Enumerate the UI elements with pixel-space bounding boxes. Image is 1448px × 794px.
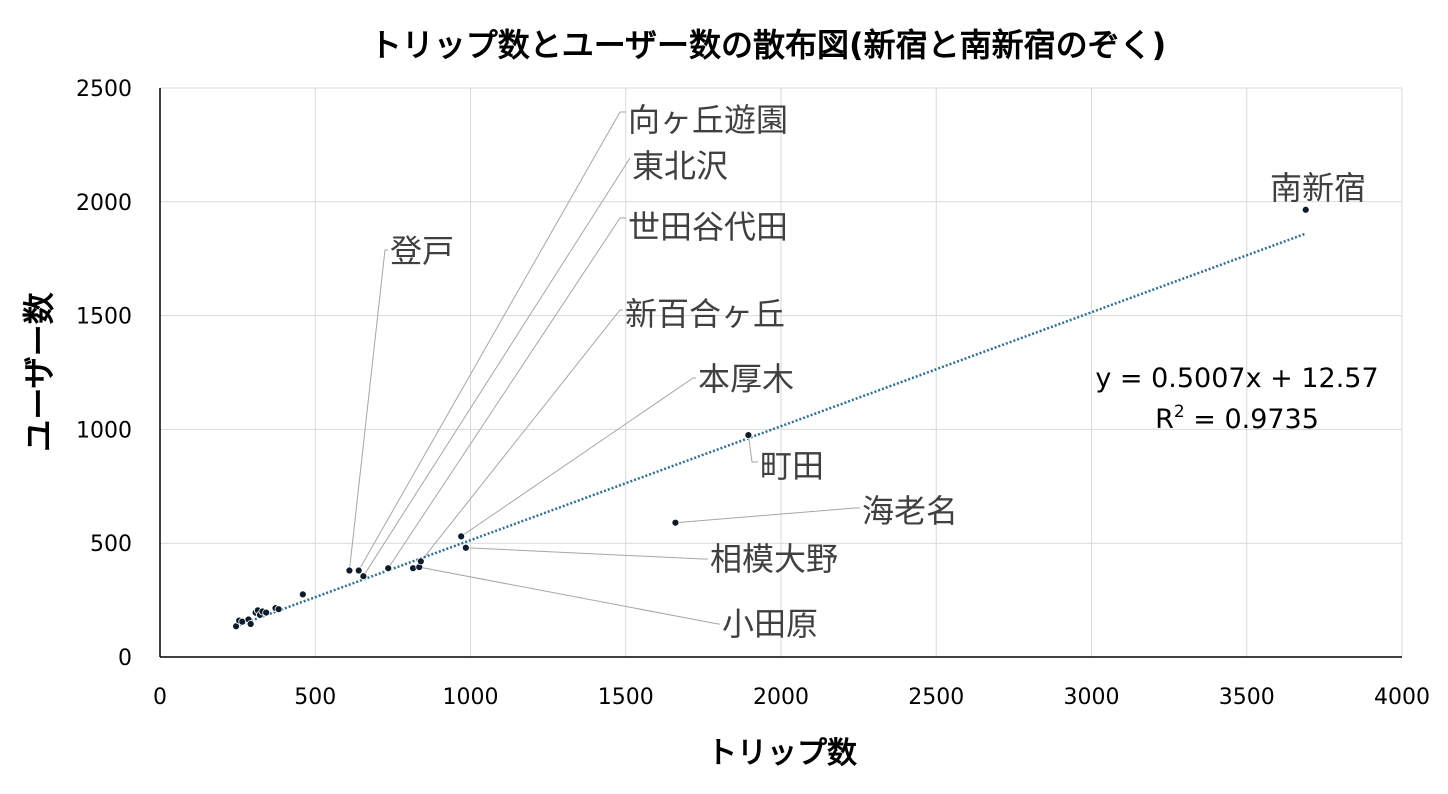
- data-point: [384, 564, 393, 573]
- x-tick-label: 1000: [443, 685, 499, 710]
- trendline-layer: [235, 232, 1307, 628]
- annotation-label: 東北沢: [632, 147, 728, 185]
- annotation-leader-line: [362, 157, 631, 577]
- data-point: [359, 572, 368, 581]
- x-axis-title: トリップ数: [707, 736, 858, 771]
- annotation-leader-line: [675, 507, 860, 524]
- data-point: [246, 620, 255, 628]
- data-point: [274, 605, 283, 614]
- annotation-label: 小田原: [722, 605, 818, 643]
- annotation-leader-line: [387, 217, 626, 569]
- y-tick-label: 2000: [76, 191, 132, 216]
- data-point: [744, 431, 753, 439]
- data-point: [298, 590, 307, 599]
- gridlines: [160, 87, 1403, 657]
- annotation-leader-line: [460, 377, 696, 537]
- y-axis-title: ユーザー数: [20, 291, 58, 451]
- trendline-equation: y = 0.5007x + 12.57: [1095, 363, 1378, 394]
- annotation-leader-line: [348, 249, 388, 571]
- x-tick-label: 4000: [1374, 685, 1430, 710]
- y-tick-label: 2500: [76, 77, 132, 102]
- data-point: [416, 557, 425, 566]
- data-point: [354, 566, 363, 575]
- data-point: [671, 518, 680, 527]
- annotation-leader-line: [747, 435, 758, 463]
- x-tick-label: 500: [294, 685, 336, 710]
- data-point: [1301, 205, 1310, 214]
- y-tick-label: 0: [118, 646, 132, 671]
- data-point: [457, 532, 466, 541]
- annotation-leaders: [348, 111, 860, 625]
- annotation-leader-line: [465, 547, 708, 560]
- annotation-label: 南新宿: [1270, 169, 1366, 207]
- annotation-label: 本厚木: [698, 360, 794, 398]
- annotation-label: 町田: [760, 447, 824, 485]
- chart-title: トリップ数とユーザー数の散布図(新宿と南新宿のぞく): [370, 26, 1167, 64]
- y-tick-label: 500: [90, 532, 132, 557]
- trendline: [235, 232, 1307, 628]
- annotation-leader-line: [420, 309, 623, 562]
- y-tick-label: 1500: [76, 305, 132, 330]
- axes: 0 500 1000 1500 2000 2500 3000 3500 4000 0 500 1000…: [76, 77, 1430, 710]
- annotation-leader-line: [358, 111, 626, 571]
- annotation-label: 登戸: [390, 232, 454, 270]
- x-tick-label: 2500: [908, 685, 964, 710]
- annotation-label: 新百合ヶ丘: [625, 295, 785, 333]
- annotation-leader-line: [419, 566, 720, 625]
- data-point: [461, 543, 470, 552]
- annotation-label: 世田谷代田: [628, 208, 788, 246]
- trendline-r-squared: R2 = 0.9735: [1155, 402, 1319, 435]
- annotation-label: 相模大野: [710, 540, 838, 578]
- y-tick-label: 1000: [76, 418, 132, 443]
- data-point: [345, 566, 354, 575]
- x-tick-label: 1500: [598, 685, 654, 710]
- x-tick-label: 0: [153, 685, 167, 710]
- data-point: [409, 564, 417, 573]
- annotation-label: 海老名: [862, 492, 958, 530]
- x-tick-label: 3500: [1219, 685, 1275, 710]
- annotation-label: 向ヶ丘遊園: [628, 101, 788, 139]
- x-tick-label: 3000: [1064, 685, 1120, 710]
- data-point: [262, 608, 271, 617]
- data-points: [232, 205, 1310, 631]
- x-tick-label: 2000: [753, 685, 809, 710]
